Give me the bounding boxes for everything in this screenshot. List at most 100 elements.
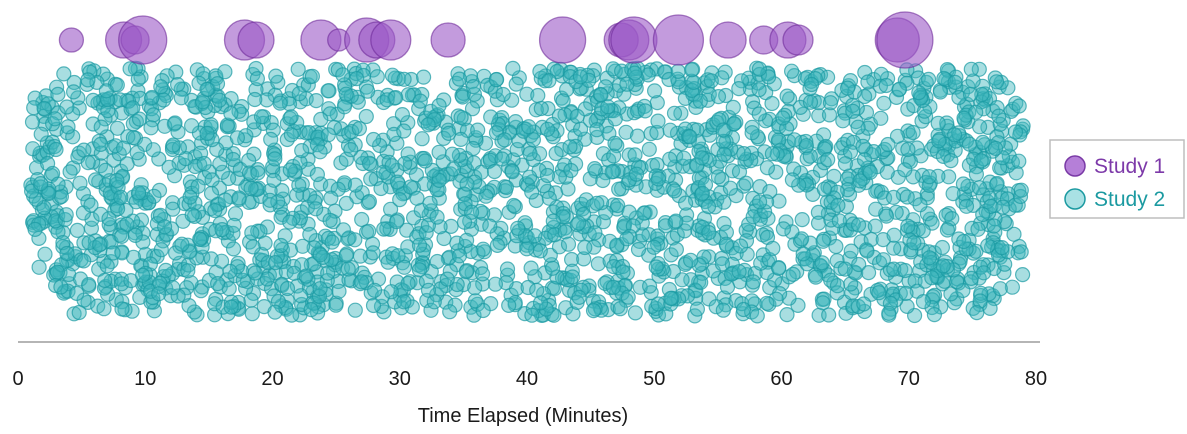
study-2-point: [708, 299, 724, 315]
study-2-point: [41, 181, 57, 197]
study-2-point: [173, 90, 189, 106]
study-2-point: [320, 127, 336, 143]
study-2-point: [599, 103, 616, 119]
study-2-point: [835, 113, 851, 129]
study-2-point: [475, 241, 491, 257]
study-2-point: [268, 68, 284, 84]
study-2-point: [528, 192, 544, 209]
study-2-point: [207, 296, 223, 312]
study-2-point: [641, 278, 658, 294]
study-2-point: [765, 240, 781, 256]
study-2-point: [589, 122, 605, 138]
study-2-point: [257, 235, 273, 251]
study-2-point: [736, 146, 752, 162]
study-2-point: [137, 136, 153, 152]
study-2-point: [65, 84, 82, 100]
study-2-point: [72, 175, 88, 191]
study-2-point: [915, 223, 931, 239]
study-2-point: [732, 238, 749, 254]
study-2-point: [99, 258, 115, 274]
study-2-point: [694, 185, 711, 201]
study-2-point: [151, 151, 167, 167]
study-2-point: [668, 213, 684, 229]
study-2-point: [525, 132, 542, 148]
study-2-point: [372, 137, 388, 154]
study-2-point: [533, 100, 549, 117]
study-2-point: [976, 265, 992, 281]
study-2-point: [812, 257, 828, 273]
study-2-point: [746, 100, 762, 116]
study-2-point: [880, 150, 896, 166]
study-2-point: [975, 134, 991, 150]
study-2-point: [925, 289, 941, 305]
study-2-point: [91, 237, 108, 253]
study-2-point: [878, 208, 895, 224]
study-2-point: [850, 217, 867, 233]
study-2-point: [302, 188, 318, 204]
study-2-point: [646, 239, 662, 255]
study-2-point: [394, 106, 410, 123]
study-2-point: [113, 276, 130, 292]
x-tick-label: 50: [643, 368, 665, 390]
study-2-point: [31, 259, 47, 275]
study-2-point: [610, 197, 626, 214]
study-2-point: [311, 288, 327, 304]
study-2-point: [429, 209, 445, 225]
study-2-point: [245, 239, 261, 255]
study-2-point: [415, 242, 432, 258]
study-2-point: [487, 83, 503, 99]
study-2-point: [725, 99, 741, 116]
study-2-point: [170, 76, 186, 93]
study-2-point: [475, 205, 491, 221]
study-2-point: [590, 256, 606, 272]
study-2-point: [716, 146, 732, 162]
study-2-point: [483, 109, 499, 125]
study-2-point: [963, 270, 979, 286]
study-2-point: [97, 111, 113, 127]
study-2-point: [888, 89, 905, 106]
study-2-point: [60, 119, 76, 135]
study-2-point: [815, 295, 831, 311]
study-2-point: [335, 67, 351, 83]
study-2-point: [826, 190, 842, 206]
study-2-point: [949, 274, 965, 290]
study-2-point: [543, 126, 560, 142]
study-2-point: [450, 66, 466, 82]
study-2-point: [593, 195, 610, 211]
study-2-point: [312, 247, 328, 263]
study-2-point: [749, 308, 765, 324]
study-2-point: [666, 105, 683, 121]
legend-marker-study-1: [1064, 155, 1086, 177]
study-2-point: [939, 115, 955, 131]
study-2-point: [786, 132, 803, 148]
study-2-point: [262, 192, 278, 208]
study-2-point: [610, 163, 626, 179]
study-2-point: [191, 75, 207, 91]
study-2-point: [946, 295, 963, 311]
study-2-point: [956, 233, 972, 250]
study-2-point: [716, 194, 732, 210]
study-2-point: [851, 256, 867, 273]
study-2-point: [899, 189, 915, 205]
study-2-point: [119, 156, 135, 172]
study-2-point: [243, 180, 259, 196]
study-2-point: [620, 289, 636, 305]
study-1-bubble: [782, 24, 814, 56]
study-2-point: [69, 222, 86, 238]
study-2-point: [621, 147, 637, 163]
study-2-point: [930, 115, 946, 131]
study-2-point: [113, 189, 129, 205]
study-2-point: [153, 79, 169, 95]
study-2-point: [833, 260, 849, 277]
study-2-point: [455, 89, 471, 105]
study-2-point: [912, 197, 928, 213]
study-2-point: [691, 257, 707, 273]
study-1-bubble: [370, 19, 412, 61]
study-2-point: [109, 77, 125, 93]
x-tick-label: 80: [1025, 368, 1047, 390]
study-2-point: [315, 249, 331, 265]
study-2-point: [843, 243, 859, 259]
study-2-point: [943, 153, 959, 169]
study-2-point: [418, 273, 434, 289]
study-2-point: [589, 129, 605, 145]
